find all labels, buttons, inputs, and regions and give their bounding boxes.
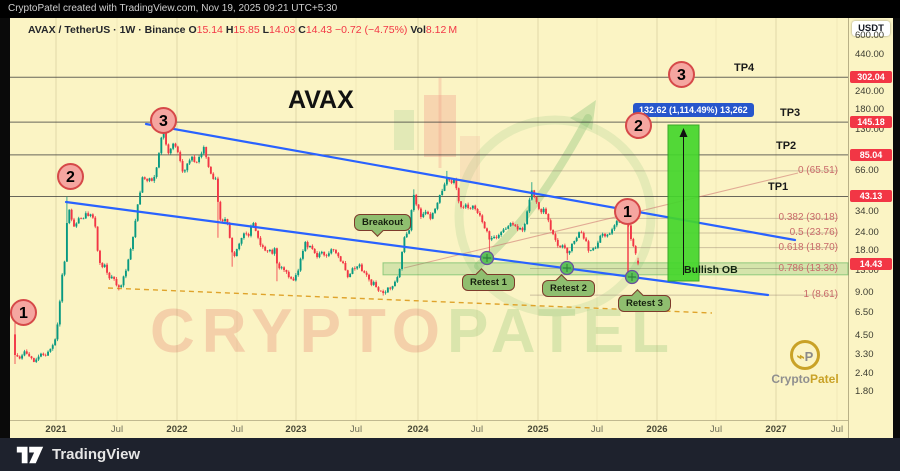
target-badge[interactable]: 132.62 (1,114.49%) 13,262 xyxy=(633,103,754,117)
price-tick: 130.00 xyxy=(855,123,885,135)
retest-markers[interactable] xyxy=(479,250,640,285)
time-tick: 2026 xyxy=(646,424,668,435)
price-level-badge: 85.04 xyxy=(850,148,892,161)
price-tick: 18.00 xyxy=(855,245,879,256)
time-tick: Jul xyxy=(590,424,604,435)
price-tick: 3.30 xyxy=(855,348,874,360)
chart-canvas xyxy=(10,18,849,420)
bullish-ob-zone[interactable] xyxy=(382,262,849,276)
price-tick: 24.00 xyxy=(855,227,879,239)
price-chart-panel: CRYPTOPATEL TP1 TP2 TP3 TP4 0 (65.51) 0.382 (… xyxy=(10,18,893,438)
attribution-text: CryptoPatel created with TradingView.com… xyxy=(8,3,338,14)
time-tick: Jul xyxy=(110,424,124,435)
wave-circle-3[interactable]: 3 xyxy=(150,107,177,134)
time-tick: 2027 xyxy=(765,424,787,435)
wave-circle-2[interactable]: 2 xyxy=(57,163,84,190)
price-tick: 13.00 xyxy=(855,264,879,276)
cryptopatel-logo-icon: ⌁P xyxy=(790,340,820,370)
time-tick: 2023 xyxy=(285,424,307,435)
price-tick: 2.40 xyxy=(855,368,874,380)
price-tick: 1.80 xyxy=(855,386,874,397)
logo-watermark-emblem xyxy=(394,78,656,317)
change-value: −0.72 (−4.75%) xyxy=(335,24,408,36)
price-level-badge: 43.13 xyxy=(850,190,892,203)
retest1-bubble[interactable]: Retest 1 xyxy=(462,268,515,291)
price-tick: 180.00 xyxy=(855,104,885,115)
wave-circle-1[interactable]: 1 xyxy=(10,299,37,326)
price-tick: 34.00 xyxy=(855,206,879,218)
price-tick: 240.00 xyxy=(855,86,885,98)
time-tick: 2022 xyxy=(166,424,188,435)
target-projection-box[interactable] xyxy=(667,124,700,282)
price-tick: 600.00 xyxy=(855,30,885,42)
price-level-badge: 302.04 xyxy=(850,71,892,84)
candlestick-series xyxy=(14,121,639,364)
volume-label: Vol xyxy=(410,24,426,36)
time-tick: 2024 xyxy=(407,424,429,435)
time-tick: Jul xyxy=(470,424,484,435)
dashed-support-line[interactable] xyxy=(107,287,713,314)
time-tick: 2025 xyxy=(527,424,549,435)
time-tick: Jul xyxy=(230,424,244,435)
price-level-badge: 145.18 xyxy=(850,116,892,129)
bullish-ob-label[interactable]: Bullish OB xyxy=(684,264,738,276)
wave-circle-1b[interactable]: 1 xyxy=(614,198,641,225)
tradingview-bar: TradingView xyxy=(0,438,900,471)
tradingview-brand[interactable]: TradingView xyxy=(52,446,141,463)
price-tick: 9.00 xyxy=(855,287,874,299)
price-tick: 6.50 xyxy=(855,307,874,319)
time-tick: Jul xyxy=(709,424,723,435)
breakout-bubble[interactable]: Breakout xyxy=(354,214,412,237)
ohlc-values: O15.14 H15.85 L14.03 C14.43 xyxy=(188,24,333,36)
time-tick: Jul xyxy=(830,424,844,435)
price-tick: 66.00 xyxy=(855,165,879,177)
retest3-bubble[interactable]: Retest 3 xyxy=(618,289,671,312)
currency-button[interactable]: USDT xyxy=(852,21,890,36)
price-tick: 440.00 xyxy=(855,49,885,61)
symbol-legend[interactable]: AVAX / TetherUS · 1W · Binance O15.14 H1… xyxy=(28,24,457,36)
time-axis[interactable]: 2021 Jul 2022 Jul 2023 Jul 2024 Jul 2025 Jul 2026 J… xyxy=(10,420,848,438)
time-tick: Jul xyxy=(349,424,363,435)
price-axis[interactable]: USDT 600.00 440.00 240.00 180.00 130.00 66.00… xyxy=(848,18,893,438)
retest2-bubble[interactable]: Retest 2 xyxy=(542,274,595,297)
tp-lines xyxy=(10,76,848,197)
wave-circle-3b[interactable]: 3 xyxy=(668,61,695,88)
gridlines xyxy=(55,18,838,420)
symbol-name[interactable]: AVAX / TetherUS · 1W · Binance xyxy=(28,24,186,36)
price-level-badge: 14.43 xyxy=(850,257,892,270)
cryptopatel-logo: ⌁P CryptoPatel xyxy=(762,340,848,386)
wave-circle-2b[interactable]: 2 xyxy=(625,112,652,139)
time-tick: 2021 xyxy=(45,424,67,435)
price-tick: 4.50 xyxy=(855,329,874,341)
volume-value: 8.12 M xyxy=(425,24,458,36)
chart-title: AVAX xyxy=(288,86,354,114)
attribution-bar: CryptoPatel created with TradingView.com… xyxy=(0,0,900,18)
tradingview-logo-icon[interactable] xyxy=(16,445,44,465)
